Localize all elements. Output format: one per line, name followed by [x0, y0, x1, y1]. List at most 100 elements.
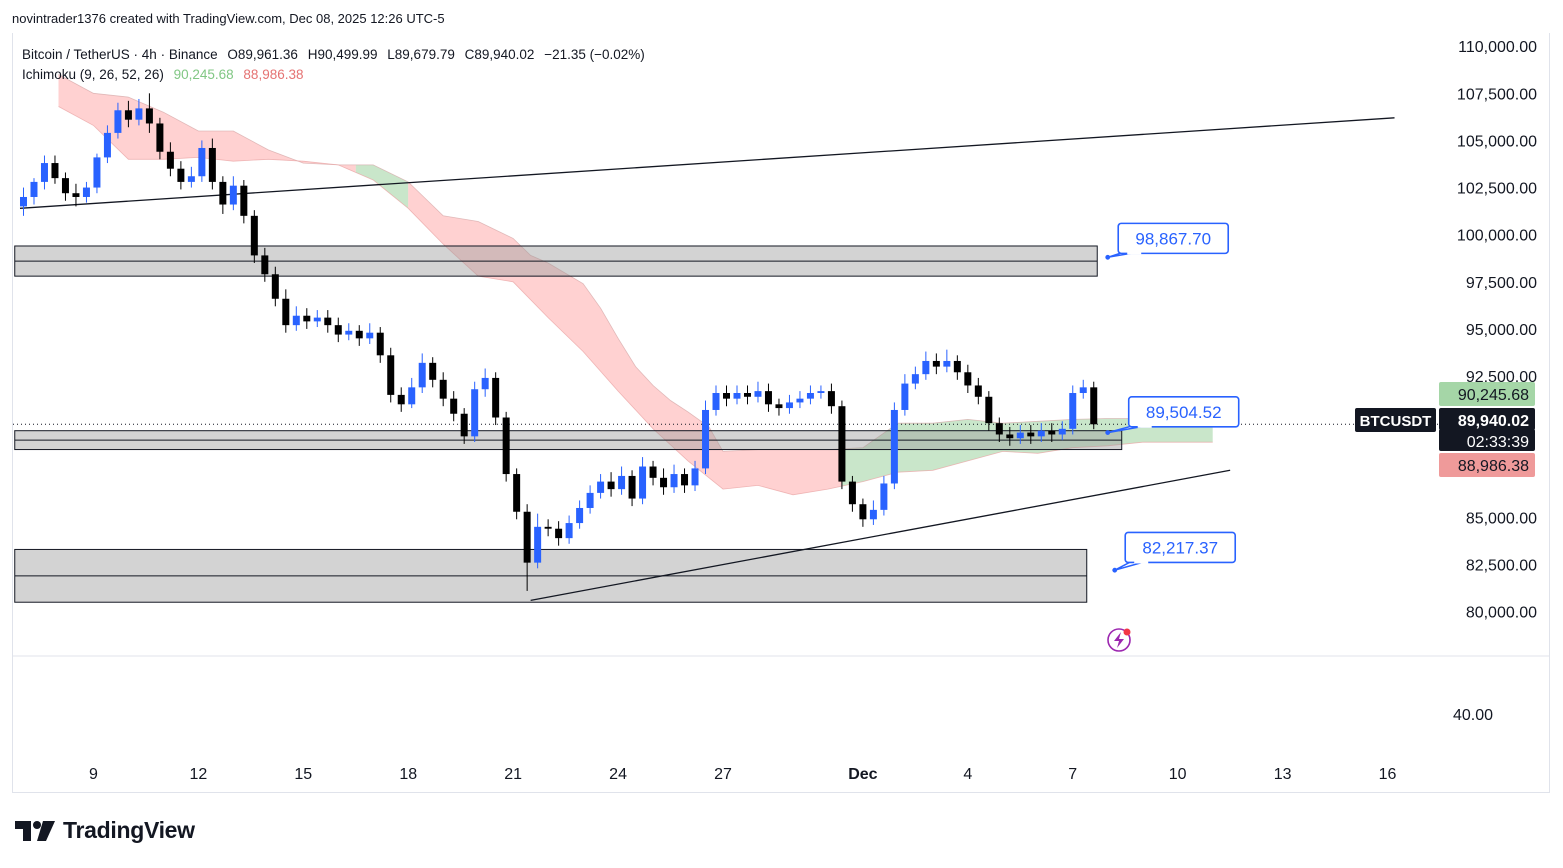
- price-tag-bg-ichi_a: [1439, 382, 1535, 406]
- chart-creator-caption: novintrader1376 created with TradingView…: [12, 11, 445, 26]
- candle-45: [492, 377, 500, 418]
- price-tag-bg-countdown: [1439, 429, 1535, 451]
- legend-symbol: Bitcoin / TetherUS · 4h · Binance: [22, 47, 218, 62]
- candle-67: [723, 393, 730, 399]
- candle-38: [418, 362, 426, 388]
- candle-63: [681, 474, 689, 486]
- candle-29: [324, 317, 332, 326]
- candle-71: [764, 391, 772, 405]
- candle-51: [555, 528, 563, 539]
- candle-15: [177, 168, 185, 182]
- candle-50: [544, 526, 552, 529]
- candle-1: [30, 181, 38, 197]
- y-axis-label-0: 110,000.00: [1458, 39, 1537, 56]
- price-tag-bg-last: [1439, 408, 1535, 430]
- candle-92: [985, 396, 993, 424]
- candle-10: [124, 110, 132, 120]
- candle-22: [250, 215, 258, 256]
- price-tag-countdown: 02:33:39: [1467, 434, 1529, 451]
- candle-102: [1090, 387, 1098, 425]
- candle-12: [145, 108, 153, 124]
- candle-7: [93, 157, 101, 188]
- candle-41: [450, 398, 458, 414]
- candle-75: [806, 393, 814, 399]
- candle-86: [922, 360, 930, 375]
- candle-94: [1006, 434, 1014, 439]
- y-axis-label-5: 97,500.00: [1466, 275, 1537, 292]
- legend-indicator-row[interactable]: Ichimoku (9, 26, 52, 26) 90,245.68 88,98…: [22, 65, 645, 85]
- candle-70: [754, 391, 762, 397]
- candle-25: [282, 298, 290, 326]
- x-axis-label-5: 24: [609, 766, 627, 783]
- x-axis-label-4: 21: [504, 766, 522, 783]
- legend-close: C89,940.02: [464, 47, 535, 62]
- x-axis-label-12: 16: [1379, 766, 1397, 783]
- candle-85: [911, 374, 919, 384]
- y-axis-label-2: 105,000.00: [1457, 133, 1537, 150]
- candle-13: [156, 123, 164, 152]
- candle-4: [61, 178, 69, 194]
- y-axis-label-10: 80,000.00: [1466, 605, 1537, 622]
- x-axis-label-6: 27: [714, 766, 732, 783]
- callout-label-0: 98,867.70: [1135, 229, 1211, 248]
- tradingview-brand[interactable]: TradingView: [15, 817, 195, 844]
- candle-72: [775, 404, 783, 409]
- symbol-tag: BTCUSDT: [1360, 413, 1432, 430]
- candle-77: [827, 391, 835, 407]
- candle-59: [639, 466, 647, 499]
- candle-27: [303, 315, 311, 322]
- candle-89: [953, 360, 961, 373]
- candle-17: [198, 147, 206, 177]
- candle-39: [429, 362, 437, 380]
- legend-symbol-row[interactable]: Bitcoin / TetherUS · 4h · Binance O89,96…: [22, 45, 645, 65]
- y-axis-label-1: 107,500.00: [1457, 86, 1537, 103]
- legend-open: O89,961.36: [227, 47, 298, 62]
- candle-73: [785, 402, 793, 409]
- x-axis-label-11: 13: [1274, 766, 1292, 783]
- candle-60: [649, 466, 657, 478]
- candle-100: [1069, 393, 1077, 429]
- candle-44: [481, 377, 489, 390]
- candle-84: [901, 383, 909, 410]
- candle-24: [271, 274, 279, 299]
- candle-20: [229, 185, 237, 205]
- ichimoku-span-a-line: [58, 74, 1213, 452]
- candle-58: [628, 475, 636, 499]
- candle-40: [439, 379, 447, 399]
- candle-83: [890, 409, 898, 484]
- callout-box-1: [1127, 395, 1240, 428]
- y-axis-label-8: 85,000.00: [1466, 510, 1537, 527]
- candle-80: [859, 504, 867, 520]
- legend-ichimoku-a: 90,245.68: [173, 67, 234, 82]
- candle-91: [974, 385, 982, 397]
- ichimoku-cloud-bear-2: [408, 181, 842, 495]
- price-tag-ichi_b: 88,986.38: [1458, 458, 1529, 475]
- candle-47: [513, 474, 521, 512]
- price-tag-ichi_a: 90,245.68: [1458, 387, 1529, 404]
- ichimoku-span-b-line: [58, 106, 1213, 496]
- candle-64: [691, 468, 699, 486]
- x-axis-label-9: 7: [1068, 766, 1077, 783]
- candle-61: [660, 477, 668, 488]
- candle-36: [397, 394, 405, 405]
- lightning-icon-bolt: [1114, 632, 1124, 648]
- candle-30: [334, 325, 342, 335]
- callout-anchor-1: [1105, 430, 1111, 435]
- candle-79: [848, 481, 856, 505]
- trendline-1: [530, 469, 1231, 601]
- candle-16: [187, 176, 195, 182]
- candle-69: [743, 393, 751, 397]
- lightning-icon-dot: [1123, 628, 1131, 636]
- candle-87: [932, 360, 940, 367]
- candle-34: [376, 332, 384, 356]
- legend-change: −21.35 (−0.02%): [544, 47, 645, 62]
- candle-90: [964, 372, 972, 386]
- candle-43: [471, 389, 479, 437]
- candle-21: [240, 185, 248, 216]
- candle-6: [82, 187, 90, 197]
- candle-97: [1037, 430, 1045, 437]
- candle-9: [114, 110, 122, 133]
- chart-legend: Bitcoin / TetherUS · 4h · Binance O89,96…: [22, 45, 645, 85]
- x-axis-label-7: Dec: [848, 766, 877, 783]
